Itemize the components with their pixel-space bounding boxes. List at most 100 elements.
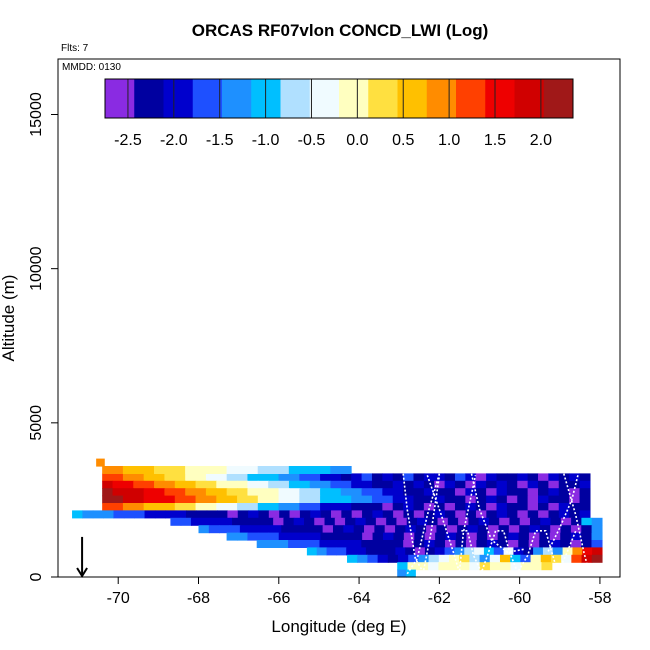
heatmap-cell	[517, 503, 529, 511]
heatmap-cell	[510, 562, 522, 571]
heatmap-cell	[217, 510, 229, 519]
heatmap-cell	[293, 517, 305, 526]
heatmap-cell	[216, 466, 228, 474]
heatmap-cell	[392, 540, 404, 548]
heatmap-cell	[560, 540, 572, 548]
heatmap-cell	[371, 540, 383, 548]
heatmap-cell	[185, 503, 197, 511]
heatmap-cell	[540, 517, 552, 526]
y-tick-label: 0	[28, 572, 45, 581]
heatmap-cell	[288, 540, 300, 548]
heatmap-cell	[489, 562, 501, 571]
heatmap-cell	[527, 495, 539, 504]
heatmap-cell	[486, 510, 498, 519]
heatmap-cell	[198, 525, 210, 534]
heatmap-cell	[330, 466, 342, 474]
plot-border	[57, 58, 621, 578]
heatmap-cell	[538, 488, 549, 497]
heatmap-cell	[361, 473, 373, 482]
heatmap-cell	[133, 503, 145, 511]
heatmap-cell	[486, 495, 498, 504]
heatmap-cell	[540, 554, 552, 563]
heatmap-cell	[102, 466, 114, 474]
heatmap-cell	[444, 503, 456, 511]
heatmap-cell	[154, 480, 166, 489]
heatmap-cell	[434, 480, 446, 489]
heatmap-cell	[538, 495, 549, 504]
heatmap-cell	[434, 503, 446, 511]
heatmap-cell	[226, 488, 238, 497]
heatmap-cell	[386, 517, 398, 526]
heatmap-cell	[133, 473, 145, 482]
colorbar-swatch	[105, 79, 135, 118]
heatmap-cell	[278, 466, 290, 474]
heatmap-cell	[496, 495, 508, 504]
heatmap-cell	[434, 540, 446, 548]
heatmap-cell	[371, 473, 383, 482]
heatmap-cell	[448, 562, 460, 571]
heatmap-cell	[310, 510, 322, 519]
heatmap-cell	[517, 510, 529, 519]
heatmap-cell	[550, 517, 562, 526]
heatmap-cell	[538, 473, 549, 482]
heatmap-cell	[541, 562, 553, 571]
heatmap-cell	[569, 510, 581, 519]
heatmap-cell	[351, 510, 363, 519]
heatmap-cell	[548, 480, 560, 489]
heatmap-cell	[341, 510, 353, 519]
heatmap-cell	[351, 488, 363, 497]
heatmap-cell	[434, 510, 446, 519]
heatmap-cell	[237, 488, 249, 497]
flight-track-line	[470, 473, 524, 554]
heatmap-cell	[247, 495, 259, 504]
heatmap-cell	[382, 473, 394, 482]
heatmap-cell	[283, 517, 295, 526]
heatmap-cell	[403, 532, 415, 541]
heatmap-cell	[330, 473, 342, 482]
heatmap-cell	[382, 532, 395, 541]
heatmap-cell	[340, 495, 352, 504]
heatmap-cell	[403, 540, 415, 548]
heatmap-cell	[423, 480, 435, 489]
colorbar-tick-label: -1.5	[206, 132, 234, 149]
heatmap-cell	[226, 532, 238, 541]
colorbar-tick-label: -2.5	[114, 132, 142, 149]
heatmap-cell	[123, 510, 135, 519]
heatmap-cell	[591, 540, 603, 548]
heatmap-cell	[403, 480, 415, 489]
heatmap-cell	[468, 517, 480, 526]
heatmap-cell	[314, 517, 326, 526]
colorbar-swatch	[485, 79, 515, 118]
x-axis-label: Longitude (deg E)	[271, 617, 406, 636]
heatmap-cell	[320, 488, 332, 497]
heatmap-cell	[406, 517, 418, 526]
heatmap-cell	[299, 495, 311, 504]
colorbar: -2.5 -2.0 -1.5 -1.0 -0.5 0.0 0.5 1.0 1.5 2.0	[104, 78, 574, 149]
heatmap-cell	[403, 503, 415, 511]
colorbar-tick-label: 1.5	[484, 132, 506, 149]
heatmap-cell	[340, 480, 352, 489]
heatmap-cell	[444, 495, 456, 504]
heatmap-cell	[474, 547, 485, 556]
heatmap-cell	[112, 466, 124, 474]
heatmap-cell	[154, 488, 166, 497]
heatmap-cell	[372, 510, 384, 519]
heatmap-cell	[506, 473, 518, 482]
heatmap-cell	[257, 532, 269, 541]
heatmap-cell	[476, 532, 488, 541]
heatmap-cell	[527, 510, 539, 519]
colorbar-swatch	[514, 79, 545, 118]
heatmap-cell	[581, 532, 593, 541]
heatmap-cell	[418, 554, 430, 563]
heatmap-cell	[289, 532, 301, 541]
flight-track-line	[402, 473, 441, 575]
heatmap-cell	[237, 510, 249, 519]
colorbar-swatch	[309, 79, 340, 118]
heatmap-cell	[503, 547, 515, 556]
heatmap-cell	[533, 547, 544, 556]
heatmap-cell	[444, 547, 456, 556]
heatmap-cell	[444, 473, 456, 482]
heatmap-cell	[143, 488, 155, 497]
heatmap-cell	[475, 495, 487, 504]
heatmap-cell	[454, 480, 466, 489]
